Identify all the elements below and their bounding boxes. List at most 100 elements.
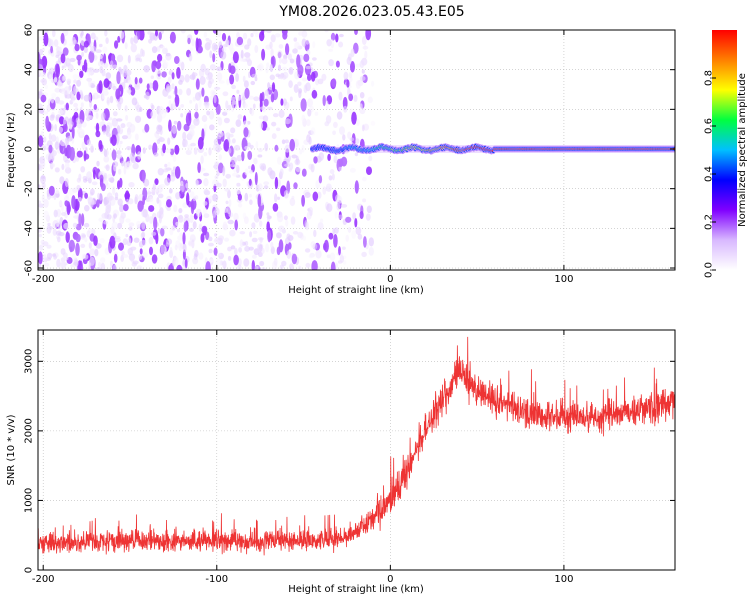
noise-blob	[252, 30, 259, 35]
noise-blob	[208, 236, 213, 242]
noise-blob	[73, 79, 77, 84]
noise-blob	[94, 248, 99, 257]
noise-blob	[77, 197, 83, 202]
noise-blob	[228, 212, 234, 218]
noise-blob	[237, 95, 242, 101]
noise-blob	[195, 78, 200, 90]
noise-blob	[252, 103, 256, 109]
noise-blob	[161, 71, 167, 78]
noise-blob	[119, 203, 124, 211]
noise-blob	[80, 102, 84, 108]
noise-blob	[276, 246, 281, 256]
noise-blob	[148, 144, 153, 150]
noise-blob	[178, 208, 183, 214]
noise-blob	[103, 155, 110, 163]
noise-blob	[354, 30, 358, 35]
noise-blob	[313, 156, 318, 164]
noise-blob	[364, 50, 368, 59]
noise-blob	[310, 127, 316, 136]
noise-blob	[279, 73, 283, 80]
noise-blob	[39, 88, 43, 93]
noise-blob	[255, 141, 259, 149]
noise-blob	[236, 89, 240, 94]
noise-blob	[338, 166, 343, 171]
noise-blob	[284, 118, 291, 125]
noise-blob	[86, 58, 90, 64]
noise-blob	[184, 214, 190, 218]
noise-blob	[171, 125, 177, 134]
noise-blob	[297, 231, 303, 239]
noise-blob	[66, 78, 72, 85]
noise-blob	[192, 96, 196, 102]
noise-blob	[346, 79, 350, 88]
noise-blob	[40, 175, 46, 180]
noise-blob	[288, 67, 294, 75]
noise-blob	[298, 31, 304, 36]
noise-blob	[136, 265, 143, 270]
noise-blob	[242, 32, 248, 40]
noise-blob	[244, 245, 251, 252]
noise-blob	[53, 193, 57, 200]
noise-blob	[201, 114, 208, 123]
noise-blob	[270, 241, 274, 249]
noise-blob	[150, 231, 157, 236]
noise-blob	[249, 231, 253, 238]
noise-blob	[149, 216, 154, 224]
noise-blob	[366, 205, 372, 214]
noise-blob	[288, 242, 292, 250]
noise-blob	[38, 69, 42, 76]
noise-blob	[57, 236, 61, 243]
snr-y-tick-label: 0	[24, 567, 35, 573]
noise-blob	[286, 158, 290, 165]
noise-blob	[305, 39, 310, 45]
noise-blob	[38, 108, 44, 114]
noise-blob	[83, 150, 87, 162]
noise-blob	[359, 210, 364, 220]
noise-blob	[49, 114, 55, 121]
noise-blob	[195, 92, 201, 101]
noise-blob	[111, 134, 117, 147]
noise-blob	[57, 46, 63, 52]
noise-blob	[88, 50, 95, 63]
noise-blob	[98, 121, 105, 127]
snr-x-tick-label: 0	[387, 574, 393, 585]
noise-blob	[205, 261, 211, 270]
noise-blob	[338, 91, 343, 101]
noise-blob	[143, 65, 150, 73]
noise-blob	[278, 44, 284, 49]
figure-title: YM08.2026.023.05.43.E05	[278, 4, 464, 20]
noise-blob	[237, 114, 243, 120]
noise-blob	[165, 242, 170, 247]
snr-x-tick-label: 100	[554, 574, 573, 585]
noise-blob	[354, 180, 359, 194]
noise-blob	[259, 237, 263, 243]
noise-blob	[114, 40, 119, 49]
noise-blob	[158, 112, 162, 122]
noise-blob	[218, 41, 223, 49]
noise-blob	[225, 132, 231, 139]
noise-blob	[101, 124, 107, 133]
noise-blob	[212, 179, 218, 187]
noise-blob	[203, 123, 208, 132]
noise-blob	[312, 41, 316, 49]
noise-blob	[223, 109, 229, 113]
noise-blob	[221, 33, 227, 42]
noise-blob	[257, 154, 263, 158]
spectrogram-y-tick-label: 20	[24, 103, 35, 116]
noise-blob	[347, 131, 352, 139]
spectrogram-ticks: -200 -100 0 100 60 40 20 0 -20 -40 -60	[24, 24, 675, 285]
noise-blob	[257, 64, 262, 69]
noise-blob	[249, 169, 254, 174]
noise-blob	[132, 260, 139, 265]
noise-blob	[163, 61, 169, 68]
noise-blob	[371, 80, 375, 87]
noise-blob	[138, 77, 143, 84]
noise-blob	[194, 103, 199, 113]
noise-blob	[230, 156, 237, 164]
noise-blob	[274, 33, 281, 38]
noise-blob	[317, 222, 324, 231]
noise-blob	[83, 59, 88, 73]
noise-blob	[232, 172, 239, 177]
noise-blob	[99, 238, 105, 244]
